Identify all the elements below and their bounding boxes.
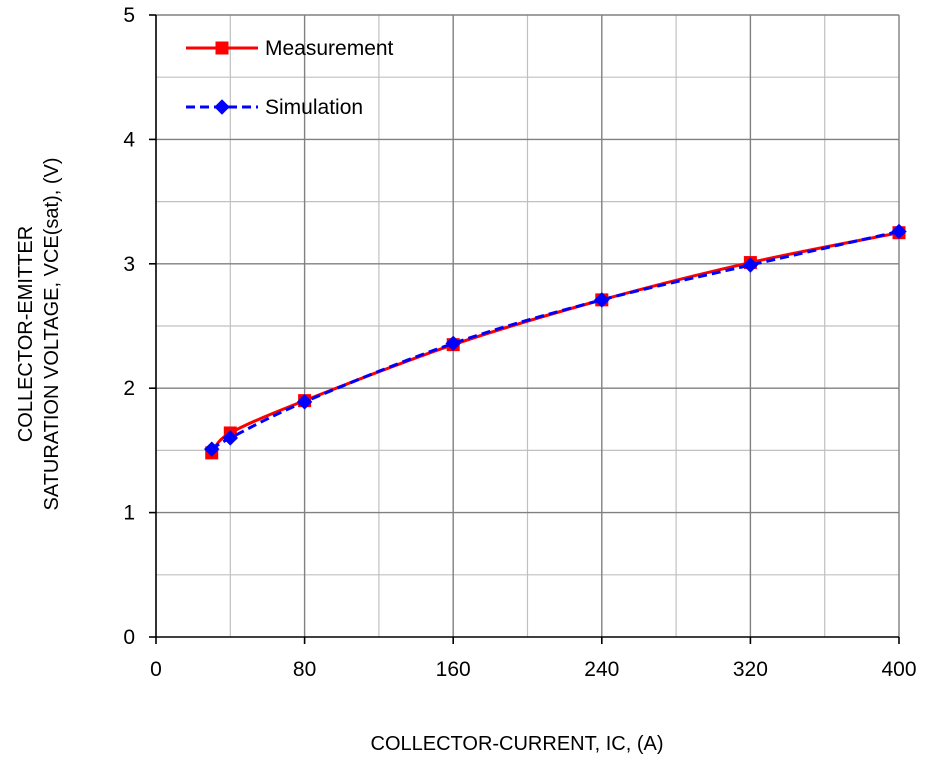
tick-labels: 0 80 160 240 320 400 0 1 2 3 4 5 xyxy=(123,4,916,681)
x-tick-label: 400 xyxy=(881,658,916,681)
y-tick-label: 2 xyxy=(123,377,135,400)
grid xyxy=(156,14,900,637)
y-axis-title: COLLECTOR-EMITTER SATURATION VOLTAGE, VC… xyxy=(15,158,63,511)
legend-label: Simulation xyxy=(265,96,363,119)
x-tick-label: 320 xyxy=(733,658,768,681)
simulation-marker xyxy=(222,430,239,446)
legend-item-simulation: Simulation xyxy=(186,96,363,119)
simulation-marker xyxy=(594,292,610,308)
y-axis-title-line-1: COLLECTOR-EMITTER xyxy=(15,226,37,442)
y-tick-label: 4 xyxy=(123,128,135,151)
simulation-marker xyxy=(891,223,907,240)
x-tick-label: 240 xyxy=(584,658,619,681)
y-tick-label: 0 xyxy=(123,626,135,649)
legend: Measurement Simulation xyxy=(186,37,394,119)
simulation-marker xyxy=(204,441,220,457)
axes xyxy=(149,14,900,644)
x-tick-label: 80 xyxy=(293,658,316,681)
series-measurement xyxy=(205,226,906,460)
simulation-marker xyxy=(445,335,461,352)
x-axis-title: COLLECTOR-CURRENT, IC, (A) xyxy=(371,733,664,755)
legend-item-measurement: Measurement xyxy=(186,37,394,60)
y-tick-label: 1 xyxy=(123,502,135,525)
measurement-line xyxy=(210,231,900,454)
x-tick-label: 160 xyxy=(436,658,471,681)
legend-swatch-marker xyxy=(214,99,230,115)
legend-swatch-marker xyxy=(215,41,229,55)
legend-label: Measurement xyxy=(265,37,394,60)
x-tick-label: 0 xyxy=(150,658,162,681)
series-simulation xyxy=(204,223,907,457)
series xyxy=(204,223,907,460)
y-tick-label: 3 xyxy=(123,253,135,276)
simulation-marker xyxy=(742,257,759,273)
y-axis-title-line-2: SATURATION VOLTAGE, VCE(sat), (V) xyxy=(41,158,63,511)
simulation-marker xyxy=(296,394,313,410)
y-tick-label: 5 xyxy=(123,4,135,27)
